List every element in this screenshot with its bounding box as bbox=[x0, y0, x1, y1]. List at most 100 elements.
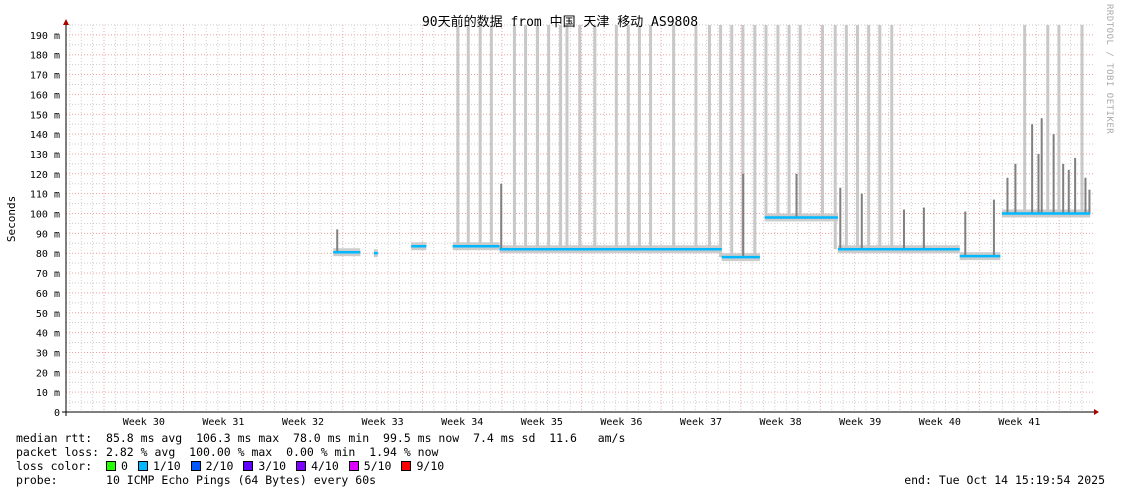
probe-row: probe: 10 ICMP Echo Pings (64 Bytes) eve… bbox=[16, 473, 376, 487]
y-tick-label: 70 m bbox=[36, 269, 60, 280]
spike bbox=[1046, 24, 1050, 214]
loss-color-item-label: 3/10 bbox=[258, 459, 287, 473]
spike bbox=[489, 24, 493, 247]
y-tick-label: 160 m bbox=[30, 90, 60, 101]
spike bbox=[798, 24, 802, 218]
spike bbox=[478, 24, 482, 247]
spike bbox=[1062, 163, 1065, 214]
y-tick-label: 10 m bbox=[36, 388, 60, 399]
y-tick-label: 120 m bbox=[30, 170, 60, 181]
spike bbox=[776, 24, 780, 218]
spike bbox=[1037, 153, 1040, 214]
spike bbox=[867, 24, 871, 250]
x-tick-labels: Week 30 Week 31 Week 32 Week 33 Week 34 Week … bbox=[123, 417, 1041, 428]
loss-color-swatch bbox=[401, 461, 412, 471]
probe-value: 10 ICMP Echo Pings (64 Bytes) every 60s bbox=[106, 473, 377, 487]
spike bbox=[637, 24, 641, 250]
loss-color-item-label: 9/10 bbox=[416, 459, 445, 473]
loss-color-item-label: 5/10 bbox=[363, 459, 392, 473]
spike bbox=[764, 24, 768, 218]
packet-loss-row: packet loss: 2.82 % avg 100.00 % max 0.0… bbox=[16, 445, 438, 459]
spike bbox=[524, 24, 528, 250]
loss-color-item-label: 0 bbox=[121, 459, 128, 473]
y-tick-label: 170 m bbox=[30, 71, 60, 82]
spike bbox=[578, 24, 582, 250]
spike bbox=[820, 24, 824, 218]
x-tick-label: Week 32 bbox=[282, 417, 324, 428]
y-tick-label: 60 m bbox=[36, 289, 60, 300]
median-rtt-sd: 7.4 ms sd bbox=[473, 431, 536, 445]
y-tick-label: 140 m bbox=[30, 130, 60, 141]
y-tick-label: 20 m bbox=[36, 368, 60, 379]
packet-loss-max: 100.00 % max bbox=[189, 445, 273, 459]
spike bbox=[742, 173, 745, 258]
loss-color-item-label: 2/10 bbox=[205, 459, 234, 473]
x-tick-label: Week 39 bbox=[839, 417, 881, 428]
x-axis-arrow bbox=[1094, 409, 1099, 415]
spike bbox=[741, 24, 745, 258]
y-tick-label: 90 m bbox=[36, 229, 60, 240]
spike bbox=[1052, 134, 1055, 214]
x-tick-label: Week 37 bbox=[680, 417, 722, 428]
spike bbox=[992, 199, 995, 257]
y-tick-label: 80 m bbox=[36, 249, 60, 260]
loss-color-item: 0 bbox=[106, 459, 128, 473]
loss-color-row: loss color: 0 1/10 2/10 3/10 4/10 5/10 9/10 bbox=[16, 459, 454, 473]
spike bbox=[500, 183, 503, 250]
x-tick-label: Week 34 bbox=[441, 417, 483, 428]
spike bbox=[844, 24, 848, 250]
packet-loss-label: packet loss: bbox=[16, 445, 100, 459]
spike bbox=[456, 24, 460, 247]
loss-color-swatch bbox=[190, 461, 201, 471]
y-tick-label: 100 m bbox=[30, 210, 60, 221]
spike bbox=[719, 24, 723, 258]
y-tick-label: 30 m bbox=[36, 348, 60, 359]
spike bbox=[593, 24, 597, 250]
spike bbox=[922, 207, 925, 250]
spike bbox=[890, 24, 894, 250]
x-tick-label: Week 41 bbox=[998, 417, 1040, 428]
spike bbox=[649, 24, 653, 250]
spike bbox=[1074, 157, 1077, 214]
y-axis-arrow bbox=[63, 19, 69, 25]
spike bbox=[694, 24, 698, 250]
x-tick-label: Week 36 bbox=[600, 417, 642, 428]
x-tick-label: Week 30 bbox=[123, 417, 165, 428]
spike bbox=[1080, 24, 1084, 214]
packet-loss-avg: 2.82 % avg bbox=[106, 445, 176, 459]
loss-color-item: 3/10 bbox=[243, 459, 286, 473]
x-tick-label: Week 35 bbox=[521, 417, 563, 428]
loss-color-swatch bbox=[348, 461, 359, 471]
spike bbox=[878, 24, 882, 250]
spike bbox=[466, 24, 470, 247]
spike bbox=[1040, 118, 1043, 214]
spike bbox=[787, 24, 791, 218]
loss-color-item: 5/10 bbox=[348, 459, 392, 473]
packet-loss-now: 1.94 % now bbox=[369, 445, 439, 459]
loss-color-swatch bbox=[296, 461, 307, 471]
spike bbox=[860, 193, 863, 250]
end-time: end: Tue Oct 14 15:19:54 2025 bbox=[904, 473, 1105, 487]
median-rtt-label: median rtt: bbox=[16, 431, 93, 445]
median-rtt-row: median rtt: 85.8 ms avg 106.3 ms max 78.… bbox=[16, 431, 625, 445]
spike bbox=[559, 24, 563, 250]
y-tick-labels: 0 10 m 20 m 30 m 40 m 50 m 60 m 70 m 80 m 90 m 100… bbox=[30, 31, 60, 419]
median-rtt-ams: 11.6 am/s bbox=[549, 431, 626, 445]
spike bbox=[833, 24, 837, 250]
spike bbox=[753, 24, 757, 258]
smokeping-chart: 90天前的数据 from 中国 天津 移动 AS9808 Seconds 0 10… bbox=[5, 14, 1099, 428]
packet-loss-min: 0.00 % min bbox=[286, 445, 356, 459]
spike bbox=[856, 24, 860, 250]
loss-color-item: 1/10 bbox=[137, 459, 181, 473]
median-line bbox=[333, 212, 1091, 259]
spike bbox=[1088, 189, 1091, 214]
x-tick-label: Week 38 bbox=[760, 417, 802, 428]
spike bbox=[614, 24, 618, 250]
spike bbox=[1006, 177, 1009, 214]
y-tick-label: 130 m bbox=[30, 150, 60, 161]
spike bbox=[672, 24, 676, 250]
loss-color-item: 9/10 bbox=[401, 459, 444, 473]
spike bbox=[336, 229, 339, 253]
spike bbox=[1014, 163, 1017, 214]
spike bbox=[565, 24, 569, 250]
